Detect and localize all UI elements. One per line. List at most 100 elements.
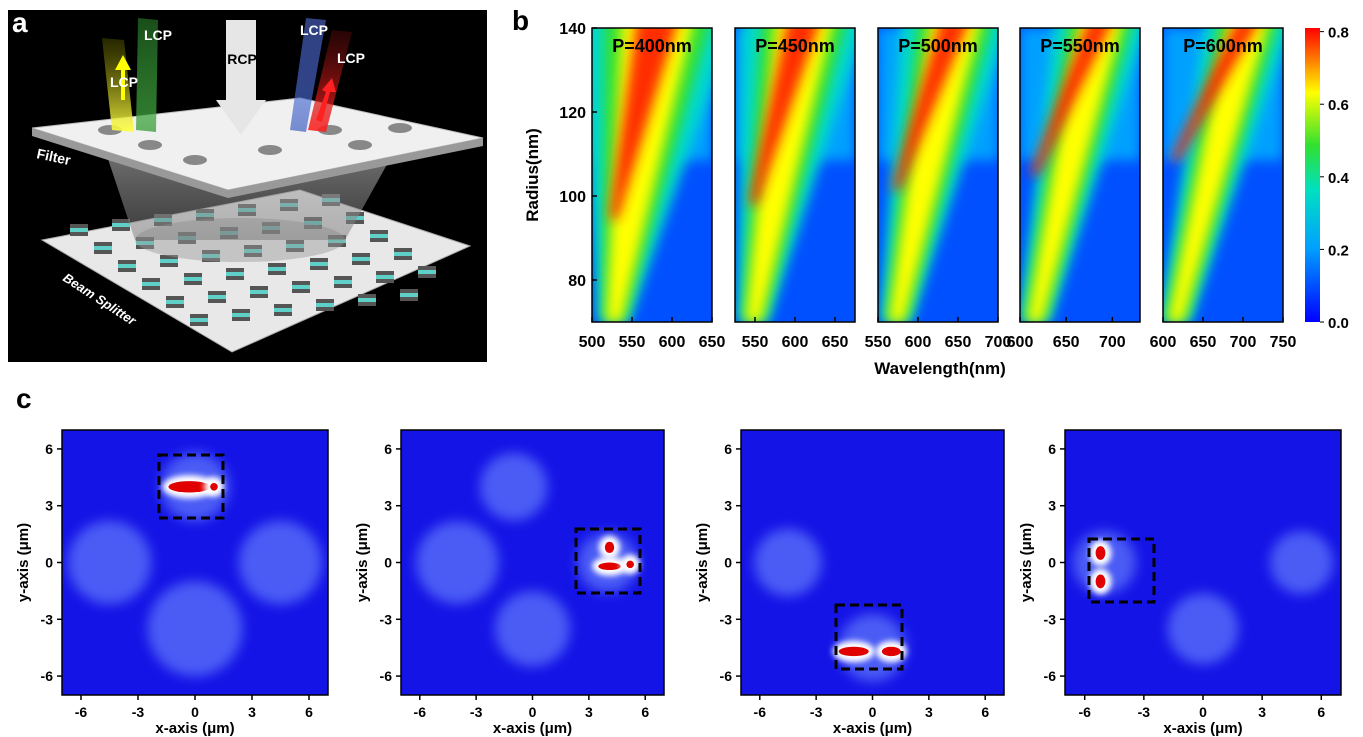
- hotspot: [210, 483, 218, 491]
- x-tick-label: 6: [1317, 704, 1325, 720]
- block-layer: [274, 308, 292, 312]
- y-tick-label: -3: [720, 611, 733, 627]
- panel-title: P=500nm: [898, 36, 978, 56]
- field-map: -6-3036-6-3036x-axis (μm)y-axis (μm): [694, 430, 1004, 737]
- block-layer: [190, 318, 208, 322]
- block-layer: [226, 272, 244, 276]
- block-layer: [292, 285, 310, 289]
- block-layer: [376, 271, 394, 275]
- illustration: LCP LCP RCP LCP LCP Filter Beam Splitter: [8, 10, 487, 362]
- y-tick-label: 0: [384, 555, 392, 571]
- x-tick-label: 500: [579, 334, 606, 351]
- y-tick-label: 3: [724, 498, 732, 514]
- block-layer: [358, 298, 376, 302]
- block-layer: [376, 275, 394, 279]
- x-tick-label: 0: [529, 704, 537, 720]
- speckle: [416, 521, 499, 604]
- block-layer: [316, 303, 334, 307]
- hotspot: [1096, 546, 1106, 560]
- block-layer: [112, 227, 130, 231]
- heatmap: P=450nm550600650: [735, 18, 867, 351]
- y-tick-label: -3: [380, 611, 393, 627]
- block-layer: [160, 259, 178, 263]
- x-tick-label: 600: [1007, 334, 1034, 351]
- speckle: [68, 521, 152, 605]
- beam-label: LCP: [110, 74, 138, 90]
- y-axis-label: y-axis (μm): [15, 523, 32, 602]
- x-tick-label: 600: [905, 334, 932, 351]
- field-image: [62, 430, 328, 695]
- y-tick-label: 3: [45, 498, 53, 514]
- block-layer: [316, 299, 334, 303]
- block-layer: [184, 281, 202, 285]
- y-tick-label: 0: [45, 555, 53, 571]
- block-layer: [394, 256, 412, 260]
- block-layer: [394, 248, 412, 252]
- x-tick-label: -3: [1138, 704, 1151, 720]
- x-tick-label: 650: [699, 334, 726, 351]
- block-layer: [142, 278, 160, 282]
- colorbar-tick-label: 0.4: [1328, 170, 1350, 187]
- y-tick-label: -3: [41, 611, 54, 627]
- y-tick-label: -3: [1044, 611, 1057, 627]
- block-layer: [370, 230, 388, 234]
- block-layer: [232, 313, 250, 317]
- block-layer: [370, 238, 388, 242]
- block-layer: [268, 267, 286, 271]
- panel-title: P=450nm: [755, 36, 835, 56]
- block-layer: [418, 274, 436, 278]
- block-layer: [334, 276, 352, 280]
- block-layer: [250, 294, 268, 298]
- y-axis-label: y-axis (μm): [1018, 523, 1035, 602]
- block-layer: [352, 261, 370, 265]
- block-layer: [70, 228, 88, 232]
- y-axis-label: y-axis (μm): [354, 523, 371, 602]
- block-layer: [268, 271, 286, 275]
- colorbar-tick-label: 0.6: [1328, 97, 1349, 114]
- y-tick-label: 3: [384, 498, 392, 514]
- y-tick-label: 80: [568, 273, 586, 290]
- y-tick-label: 120: [559, 105, 586, 122]
- block-layer: [292, 281, 310, 285]
- block-layer: [310, 258, 328, 262]
- speckle: [480, 453, 548, 521]
- heatmap: P=550nm600650700: [1007, 18, 1149, 351]
- beam-label: RCP: [227, 51, 257, 67]
- x-tick-label: 3: [1258, 704, 1266, 720]
- hotspot: [598, 563, 621, 571]
- speckle: [148, 581, 243, 676]
- heatmap: P=400nm50055060065080100120140Radius(nm): [523, 18, 736, 351]
- block-layer: [94, 242, 112, 246]
- x-axis-label: x-axis (μm): [493, 720, 572, 737]
- block-layer: [292, 289, 310, 293]
- x-tick-label: -6: [1078, 704, 1091, 720]
- block-layer: [118, 268, 136, 272]
- panel-label: c: [16, 383, 32, 414]
- x-tick-label: 3: [248, 704, 256, 720]
- block-layer: [268, 263, 286, 267]
- x-tick-label: 600: [782, 334, 809, 351]
- y-tick-label: 100: [559, 189, 586, 206]
- block-layer: [142, 286, 160, 290]
- colorbar: [1305, 28, 1320, 322]
- colorbar-tick-label: 0.0: [1328, 315, 1349, 332]
- x-axis-label: x-axis (μm): [155, 720, 234, 737]
- block-layer: [184, 273, 202, 277]
- beam-label: LCP: [337, 50, 365, 66]
- x-tick-label: 3: [585, 704, 593, 720]
- block-layer: [208, 295, 226, 299]
- block-layer: [208, 291, 226, 295]
- colorbar-tick-label: 0.2: [1328, 242, 1349, 259]
- x-tick-label: 650: [1053, 334, 1080, 351]
- y-tick-label: 6: [45, 441, 53, 457]
- y-tick-label: 3: [1048, 498, 1056, 514]
- x-axis-label: Wavelength(nm): [874, 359, 1006, 378]
- panel-title: P=600nm: [1183, 36, 1263, 56]
- block-layer: [160, 263, 178, 267]
- block-layer: [250, 286, 268, 290]
- speckle: [239, 521, 323, 605]
- block-layer: [394, 252, 412, 256]
- speckle: [1168, 593, 1239, 664]
- block-layer: [112, 219, 130, 223]
- block-layer: [94, 246, 112, 250]
